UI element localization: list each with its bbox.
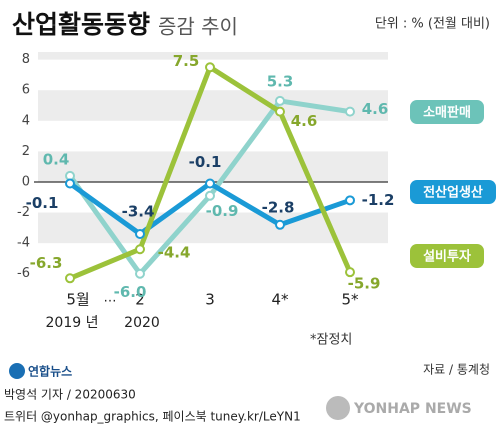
data-label: -2.8 [262, 198, 295, 216]
x-tick-label: 3 [205, 291, 215, 309]
y-tick-label: 8 [22, 52, 30, 67]
data-point [275, 95, 285, 106]
year-label: 2019 년 [46, 315, 99, 331]
grid-band [38, 151, 388, 182]
x-tick-label: 5* [341, 291, 359, 309]
agency: YONHAP NEWS [353, 401, 472, 417]
y-tick-label: 2 [22, 144, 30, 159]
data-label: -0.9 [206, 202, 239, 220]
chart-subtitle: 증감 추이 [158, 15, 238, 39]
data-point [345, 195, 355, 206]
y-tick-label: -2 [17, 205, 30, 220]
chart-title: 산업활동동향 [12, 10, 150, 39]
data-point [135, 228, 145, 239]
note: *잠정치 [310, 333, 352, 348]
legend-label: 설비투자 [423, 250, 471, 265]
unit-label: 단위 : % (전월 대비) [375, 17, 490, 32]
data-point [205, 190, 215, 201]
y-tick-label: 4 [22, 113, 30, 128]
legend-box [410, 180, 496, 204]
data-label: -6.0 [114, 283, 147, 301]
data-label: 4.6 [362, 100, 389, 118]
data-label: 0.4 [43, 150, 70, 168]
year-label: 2020 [124, 315, 160, 331]
legend-label: 전산업생산 [423, 185, 483, 201]
data-point [345, 267, 355, 278]
data-label: -6.3 [30, 254, 63, 272]
data-label: 7.5 [173, 52, 200, 70]
x-break-label: … [104, 291, 117, 306]
data-label: -4.4 [158, 244, 191, 262]
agency-icon [326, 396, 350, 420]
data-label: -1.2 [362, 191, 395, 209]
y-tick-label: -6 [17, 266, 30, 281]
plot-area: -6 -4 -2 0 2 4 6 8 5월 2 3 4* 5* … 2019 년 2020 0.4 -6.0 -0.… [17, 52, 496, 331]
data-label: -0.1 [189, 153, 222, 171]
byline: 박영석 기자 / 20200630 [4, 388, 136, 402]
data-label: -0.1 [26, 194, 59, 212]
logo-text: 연합뉴스 [28, 364, 72, 379]
data-label: -5.9 [348, 275, 381, 293]
data-label: 5.3 [267, 72, 294, 90]
y-tick-label: 0 [22, 174, 30, 189]
data-point [275, 219, 285, 230]
data-point [205, 178, 215, 189]
data-point [65, 273, 75, 284]
data-point [135, 244, 145, 255]
x-tick-label: 4* [271, 291, 289, 309]
data-point [205, 62, 215, 73]
legend-label: 소매판매 [423, 105, 471, 121]
data-point [135, 268, 145, 279]
data-label: 4.6 [291, 112, 318, 130]
social: 트위터 @yonhap_graphics, 페이스북 tuney.kr/LeYN… [4, 410, 301, 424]
grid-band [38, 90, 388, 121]
data-label: -3.4 [122, 202, 155, 220]
data-point [275, 106, 285, 117]
data-point [345, 106, 355, 117]
data-point [65, 178, 75, 189]
legend-box [410, 100, 484, 124]
logo-icon [9, 363, 25, 379]
y-tick-label: 6 [22, 83, 30, 98]
grid-band [38, 52, 388, 60]
y-tick-label: -4 [17, 236, 30, 251]
x-tick-label: 2 [135, 291, 145, 309]
source: 자료 / 통계청 [423, 363, 490, 377]
legend-box [410, 244, 484, 268]
x-tick-label: 5월 [66, 291, 89, 309]
